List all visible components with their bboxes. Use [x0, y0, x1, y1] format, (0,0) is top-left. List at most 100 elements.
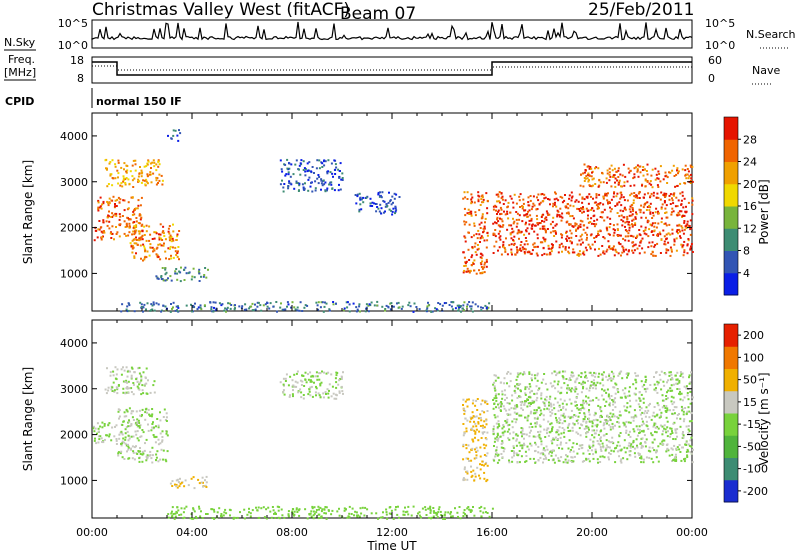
echo-cell: [320, 188, 322, 191]
echo-cell: [681, 372, 684, 375]
echo-cell: [562, 412, 565, 415]
echo-cell: [238, 305, 241, 308]
echo-cell: [523, 403, 526, 406]
echo-cell: [647, 246, 650, 249]
echo-cell: [506, 372, 508, 375]
echo-cell: [521, 220, 524, 223]
echo-cell: [346, 516, 349, 519]
echo-cell: [466, 212, 469, 215]
echo-cell: [389, 200, 392, 203]
echo-cell: [386, 517, 389, 520]
echo-cell: [531, 426, 534, 428]
echo-cell: [594, 424, 597, 427]
colorbar-tick-label: 100: [743, 351, 764, 364]
echo-cell: [132, 393, 135, 396]
echo-cell: [510, 237, 513, 240]
echo-cell: [483, 454, 486, 456]
echo-cell: [335, 374, 338, 377]
echo-cell: [618, 425, 621, 428]
echo-cell: [171, 246, 174, 249]
echo-cell: [530, 422, 532, 425]
echo-cell: [644, 380, 647, 383]
echo-cell: [122, 175, 125, 178]
echo-cell: [572, 205, 575, 208]
echo-cell: [177, 306, 180, 309]
echo-cell: [464, 264, 467, 267]
echo-cell: [153, 309, 156, 312]
echo-cell: [114, 425, 116, 428]
echo-cell: [168, 248, 171, 250]
echo-cell: [206, 513, 209, 515]
echo-cell: [335, 397, 338, 400]
echo-cell: [150, 303, 153, 306]
echo-cell: [568, 237, 570, 240]
echo-cell: [583, 418, 586, 421]
echo-cell: [504, 420, 507, 422]
echo-cell: [497, 406, 500, 409]
echo-cell: [539, 409, 542, 412]
echo-cell: [115, 226, 117, 228]
echo-cell: [485, 461, 488, 464]
echo-cell: [612, 176, 614, 178]
echo-cell: [303, 187, 306, 190]
echo-cell: [663, 223, 666, 225]
echo-cell: [538, 387, 541, 390]
echo-cell: [462, 304, 465, 307]
echo-cell: [506, 424, 509, 427]
echo-cell: [114, 199, 117, 202]
echo-cell: [150, 167, 152, 169]
echo-cell: [150, 181, 153, 184]
echo-cell: [197, 478, 200, 481]
echo-cell: [559, 398, 562, 401]
echo-cell: [480, 263, 483, 266]
echo-cell: [580, 375, 583, 378]
echo-cell: [139, 218, 142, 221]
echo-cell: [553, 203, 556, 206]
echo-cell: [632, 241, 635, 244]
echo-cell: [142, 371, 145, 374]
echo-cell: [279, 381, 282, 384]
echo-cell: [130, 376, 133, 379]
echo-cell: [683, 240, 686, 243]
echo-cell: [160, 278, 163, 280]
echo-cell: [117, 410, 120, 413]
colorbar-segment: [724, 139, 738, 162]
echo-cell: [601, 416, 603, 418]
echo-cell: [113, 435, 116, 438]
echo-cell: [569, 450, 572, 453]
echo-cell: [128, 231, 131, 234]
echo-cell: [470, 427, 473, 430]
echo-cell: [140, 378, 143, 381]
echo-cell: [141, 223, 144, 226]
echo-cell: [481, 254, 484, 257]
echo-cell: [473, 234, 475, 237]
echo-cell: [568, 194, 571, 197]
echo-cell: [670, 447, 673, 450]
echo-cell: [468, 460, 471, 462]
echo-cell: [266, 301, 268, 304]
echo-cell: [587, 380, 589, 382]
echo-cell: [359, 203, 362, 206]
echo-cell: [558, 460, 561, 462]
echo-cell: [493, 374, 496, 377]
echo-cell: [676, 371, 679, 374]
echo-cell: [138, 222, 141, 225]
echo-cell: [468, 508, 471, 511]
echo-cell: [676, 382, 679, 385]
echo-cell: [525, 240, 528, 242]
echo-cell: [479, 446, 482, 449]
echo-cell: [172, 256, 175, 259]
echo-cell: [500, 212, 503, 215]
echo-cell: [550, 430, 553, 432]
echo-cell: [184, 266, 187, 269]
echo-cell: [645, 420, 648, 423]
echo-cell: [510, 197, 513, 200]
echo-cell: [534, 412, 537, 415]
echo-cell: [170, 240, 173, 243]
echo-cell: [486, 403, 489, 405]
echo-cell: [118, 218, 121, 221]
echo-cell: [504, 213, 507, 216]
echo-cell: [164, 458, 167, 461]
echo-cell: [466, 198, 469, 200]
